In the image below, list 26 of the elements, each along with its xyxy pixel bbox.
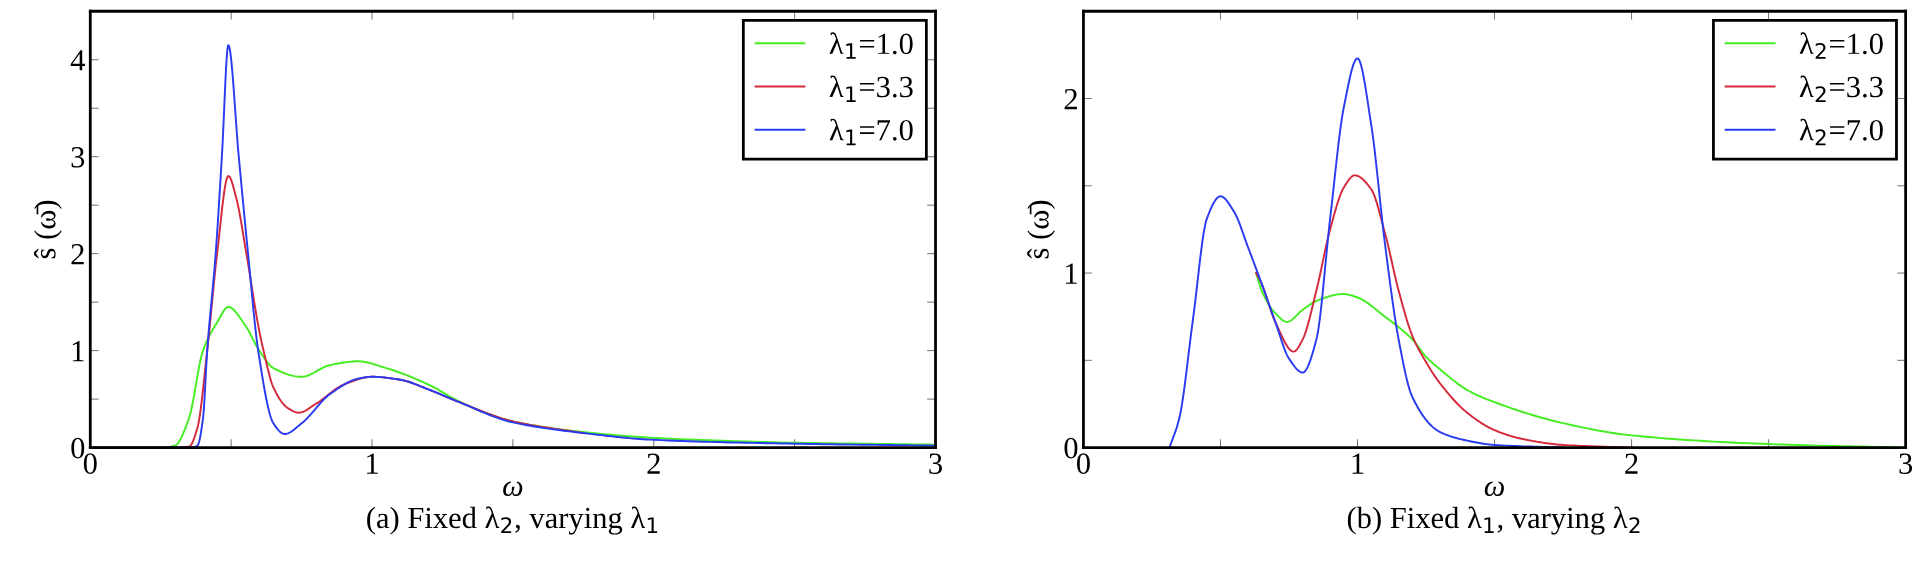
y-tick-label: 1: [1065, 263, 1077, 284]
y-tick-label: 2: [1064, 88, 1077, 110]
y-tick-label: 2: [71, 244, 84, 265]
legend-label: λ$_{1}$=7.0: [829, 118, 913, 146]
x-tick-label: 2: [1625, 453, 1638, 474]
y-axis-title: ŝ (ω̄): [1027, 200, 1055, 259]
legend-label: λ$_{1}$=1.0: [829, 32, 913, 59]
x-tick-label: 3: [929, 453, 942, 474]
y-tick-label: 1: [72, 341, 84, 362]
y-tick-label: 0: [1064, 437, 1078, 459]
x-tick-label: 3: [1899, 453, 1913, 474]
text: (a) Fixed λ$_{2}$, varying λ$_{1}$: [367, 506, 658, 535]
y-tick-label: 4: [70, 50, 85, 71]
y-axis-title: ŝ (ω̄): [34, 200, 62, 259]
x-axis-title: ω: [503, 481, 523, 497]
text: (b) Fixed λ$_{1}$, varying λ$_{2}$: [1347, 506, 1640, 535]
legend-label: λ$_{2}$=7.0: [1799, 118, 1883, 146]
legend-label: λ$_{1}$=3.3: [829, 75, 913, 103]
legend-label: λ$_{2}$=1.0: [1799, 32, 1883, 59]
x-axis-title: ω: [1484, 481, 1504, 497]
x-tick-label: 2: [647, 453, 660, 474]
y-tick-label: 3: [71, 147, 85, 168]
legend-label: λ$_{2}$=3.3: [1799, 75, 1883, 103]
x-tick-label: 1: [367, 453, 378, 474]
x-tick-label: 1: [1352, 453, 1364, 474]
y-tick-label: 0: [71, 437, 85, 459]
